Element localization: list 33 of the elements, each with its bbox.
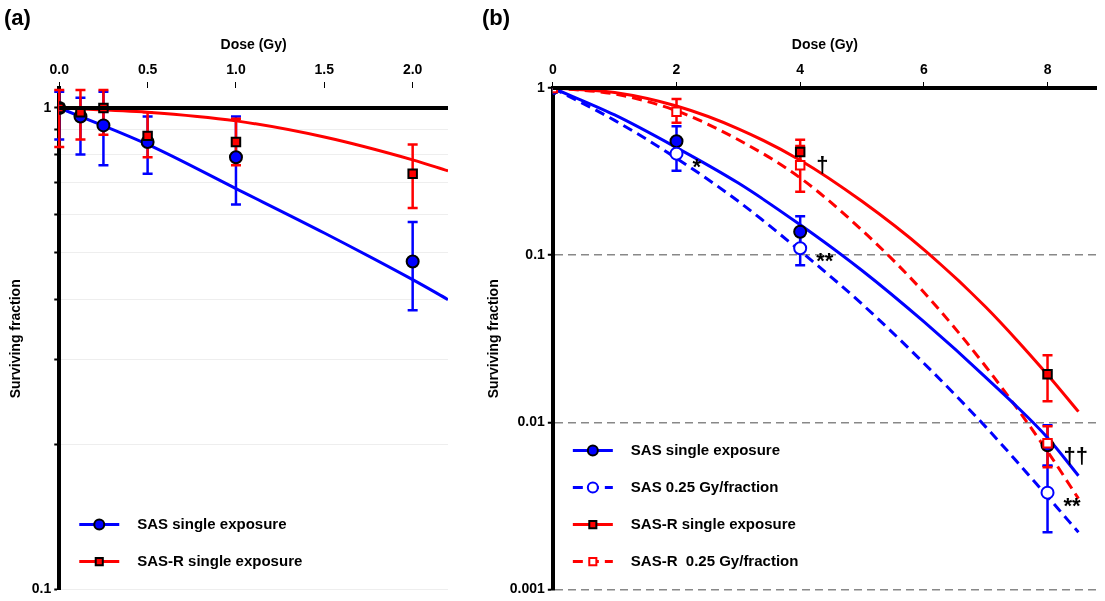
y-axis-title: Surviving fraction [7, 279, 24, 399]
x-tick-label: 8 [1043, 61, 1052, 78]
x-tick-label: 0.5 [137, 61, 158, 78]
annotation: ** [816, 248, 834, 274]
legend-label: SAS single exposure [137, 514, 287, 532]
y-axis-title: Surviving fraction [485, 279, 502, 399]
legend-label: SAS-R single exposure [137, 551, 303, 569]
x-tick-label: 4 [796, 61, 805, 78]
legend-label: SAS-R single exposure [630, 514, 796, 532]
legend-label: SAS 0.25 Gy/fraction [630, 477, 779, 495]
legend-label: SAS-R 0.25 Gy/fraction [630, 551, 799, 569]
x-tick-label: 0 [548, 61, 557, 78]
x-tick-label: 1.0 [226, 61, 246, 78]
chart-title: (a) [4, 5, 31, 31]
x-tick-label: 2 [672, 61, 681, 78]
x-tick-label: 0.0 [49, 61, 70, 78]
annotation: * [692, 153, 702, 179]
x-tick-label: 2.0 [402, 61, 423, 78]
annotation: ** [1063, 492, 1082, 518]
y-tick-label: 1 [43, 98, 52, 115]
y-tick-label: 0.1 [31, 580, 52, 597]
y-tick-label: 0.001 [509, 580, 546, 597]
x-tick-label: 6 [919, 61, 928, 78]
y-tick-label: 1 [537, 78, 546, 95]
legend-label: SAS single exposure [630, 440, 781, 458]
x-axis-title: Dose (Gy) [791, 35, 858, 52]
x-tick-label: 1.5 [314, 61, 335, 78]
annotation: †† [1063, 443, 1089, 469]
y-tick-label: 0.1 [525, 246, 546, 263]
y-tick-label: 0.01 [517, 413, 546, 430]
x-axis-title: Dose (Gy) [220, 35, 287, 52]
chart-title: (b) [482, 5, 511, 31]
annotation: † [816, 152, 829, 178]
